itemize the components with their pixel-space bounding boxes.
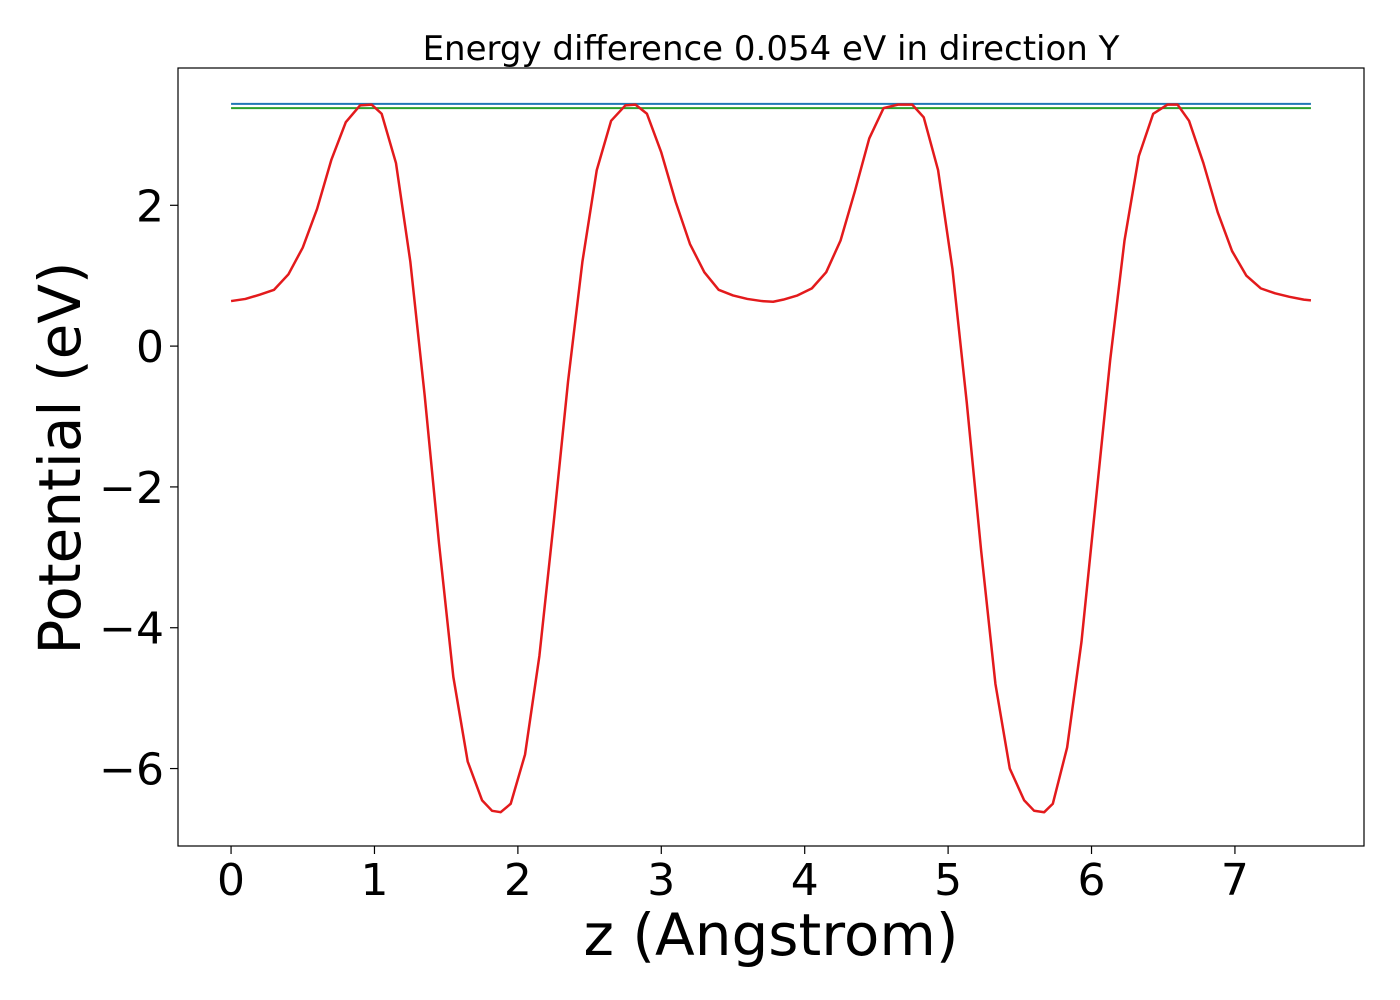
x-tick-label: 1 <box>360 855 388 906</box>
x-tick-label: 0 <box>217 855 245 906</box>
x-tick-label: 2 <box>504 855 532 906</box>
y-tick-label: 2 <box>136 181 164 232</box>
y-tick-label: −6 <box>99 745 164 796</box>
x-tick-label: 5 <box>934 855 962 906</box>
y-tick-label: −4 <box>99 604 164 655</box>
x-axis-label: z (Angstrom) <box>584 901 959 969</box>
x-tick-label: 3 <box>647 855 675 906</box>
plot-area: 0 1 2 3 4 5 6 7 −6 −4 −2 0 2 <box>99 67 1365 906</box>
series-line-3 <box>230 103 1312 814</box>
x-tick-label: 7 <box>1221 855 1249 906</box>
chart-title: Energy difference 0.054 eV in direction … <box>423 29 1120 69</box>
x-tick-label: 6 <box>1078 855 1106 906</box>
plot-frame <box>177 67 1365 847</box>
x-tick-label: 4 <box>791 855 819 906</box>
y-tick-label: 0 <box>136 322 164 373</box>
y-axis-label: Potential (eV) <box>26 261 94 654</box>
y-tick-label: −2 <box>99 463 164 514</box>
